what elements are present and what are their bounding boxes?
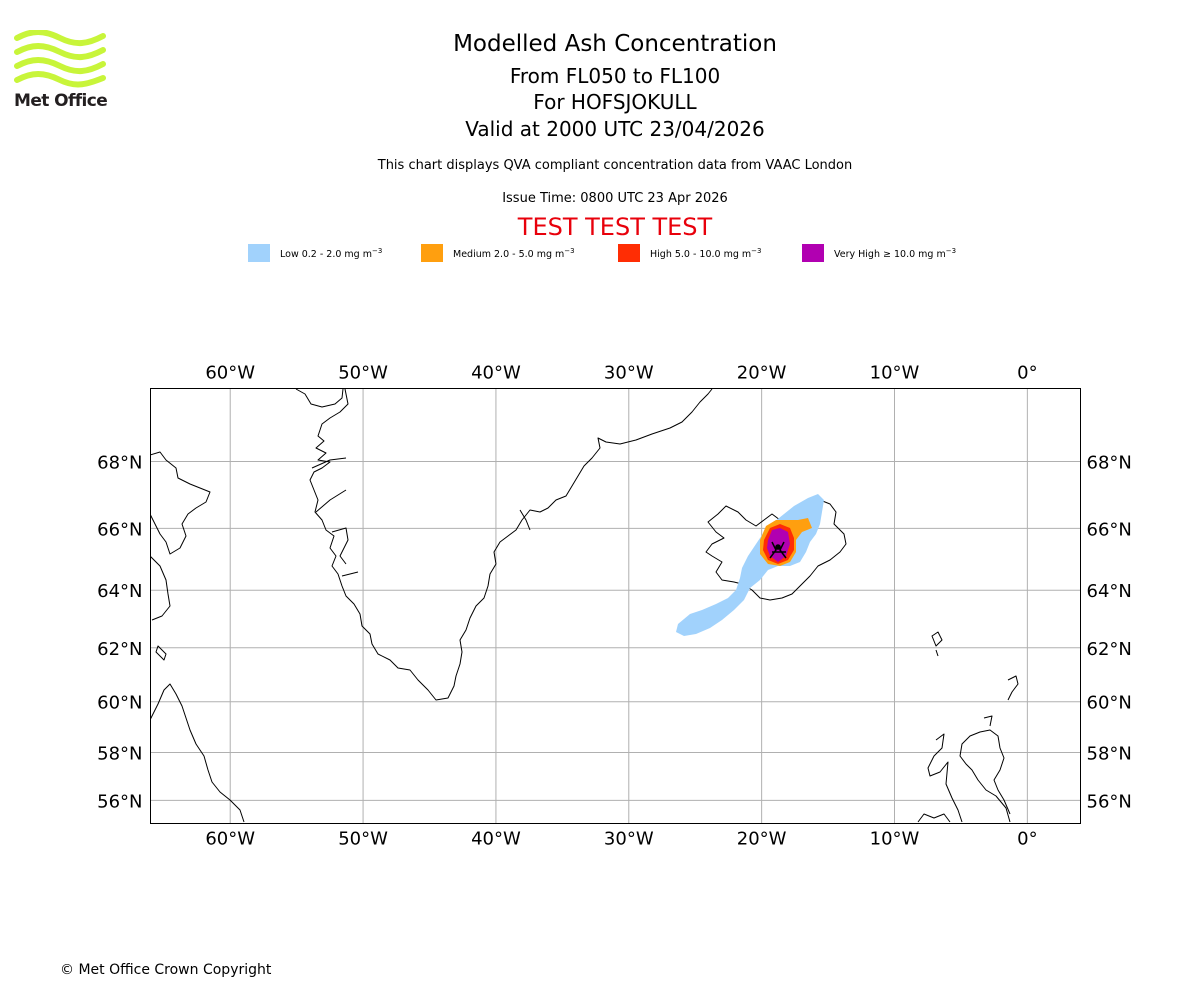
compliance-note: This chart displays QVA compliant concen… [377,158,853,173]
legend-unit-exp-medium: −3 [564,247,575,255]
chart-title: Modelled Ash Concentration [453,31,777,57]
lat-tick-label: 56°N [97,791,142,812]
lat-tick-label: 62°N [1087,639,1132,660]
lon-tick-label: 0° [1017,829,1037,850]
lat-tick-label: 64°N [1087,581,1132,602]
legend-swatch-low [248,244,270,262]
coastline-greenland-fjord-3 [341,571,359,577]
legend-label-low: Low 0.2 - 2.0 mg m [280,249,372,261]
coastline-greenland-west [295,388,713,701]
lat-tick-label: 58°N [97,743,142,764]
lat-tick-label: 68°N [1087,452,1132,473]
met-office-waves-icon [14,29,106,88]
coastline-scotland [959,729,1011,823]
latitude-labels-left: 68°N 66°N 64°N 62°N 60°N 58°N 56°N [97,452,142,812]
legend-swatch-medium [421,244,443,262]
map-background [150,388,1081,824]
lat-tick-label: 60°N [97,693,142,714]
copyright: © Met Office Crown Copyright [60,962,272,978]
lon-tick-label: 10°W [870,363,920,384]
coastline-labrador-island [155,645,167,661]
lat-tick-label: 56°N [1087,791,1132,812]
coastline-iceland [705,499,847,601]
coastline-labrador-upper [150,555,171,621]
legend-swatch-high [618,244,640,262]
coastline-greenland-fjord-4 [311,457,347,469]
longitude-labels-top: 60°W 50°W 40°W 30°W 20°W 10°W 0° [205,363,1037,384]
legend-unit-exp-very-high: −3 [945,247,957,255]
legend-unit-exp-low: −3 [372,247,383,255]
longitude-labels-bottom: 60°W 50°W 40°W 30°W 20°W 10°W 0° [205,829,1037,850]
met-office-logo: Met Office [14,29,114,112]
lon-tick-label: 50°W [338,829,388,850]
test-banner: TEST TEST TEST [517,213,713,241]
lat-tick-label: 66°N [1087,519,1132,540]
lon-tick-label: 60°W [205,363,255,384]
coastline-ireland-north [917,813,951,823]
legend-label-very-high: Very High ≥ 10.0 mg m [834,249,946,261]
lat-tick-label: 64°N [97,581,142,602]
legend-unit-exp-high: −3 [751,247,762,255]
gridlines [150,388,1081,824]
lon-tick-label: 0° [1017,363,1037,384]
coastline-greenland-fjord-2 [331,527,349,565]
lat-tick-label: 68°N [97,452,142,473]
lat-tick-label: 66°N [97,519,142,540]
coastline-greenland-fjord-1 [315,489,347,513]
legend-label-medium: Medium 2.0 - 5.0 mg m [453,249,565,261]
issue-time: Issue Time: 0800 UTC 23 Apr 2026 [502,191,728,206]
volcano-marker-icon [769,541,787,559]
lon-tick-label: 20°W [737,363,787,384]
lat-tick-label: 62°N [97,639,142,660]
lat-tick-label: 60°N [1087,693,1132,714]
lon-tick-label: 40°W [471,829,521,850]
map-frame [150,388,1081,824]
coastline-hebrides [927,733,963,823]
lon-tick-label: 60°W [205,829,255,850]
lon-tick-label: 20°W [737,829,787,850]
latitude-labels-right: 68°N 66°N 64°N 62°N 60°N 58°N 56°N [1087,452,1132,812]
legend-swatch-very-high [802,244,824,262]
coastline-greenland-fjord-5 [519,509,531,531]
lon-tick-label: 30°W [604,829,654,850]
lon-tick-label: 30°W [604,363,654,384]
met-office-wordmark: Met Office [14,91,108,111]
coastline-shetland [1007,675,1019,701]
volcano-name: For HOFSJOKULL [533,90,697,114]
lon-tick-label: 10°W [870,829,920,850]
legend-label-high: High 5.0 - 10.0 mg m [650,249,752,261]
flight-level-range: From FL050 to FL100 [509,64,721,88]
coastline-labrador-lower [150,683,245,823]
coastline-faroe [931,631,943,657]
coastline-baffin [150,451,211,555]
coastline-orkney [983,715,993,727]
lon-tick-label: 50°W [338,363,388,384]
lon-tick-label: 40°W [471,363,521,384]
lat-tick-label: 58°N [1087,743,1132,764]
valid-time: Valid at 2000 UTC 23/04/2026 [465,117,765,141]
